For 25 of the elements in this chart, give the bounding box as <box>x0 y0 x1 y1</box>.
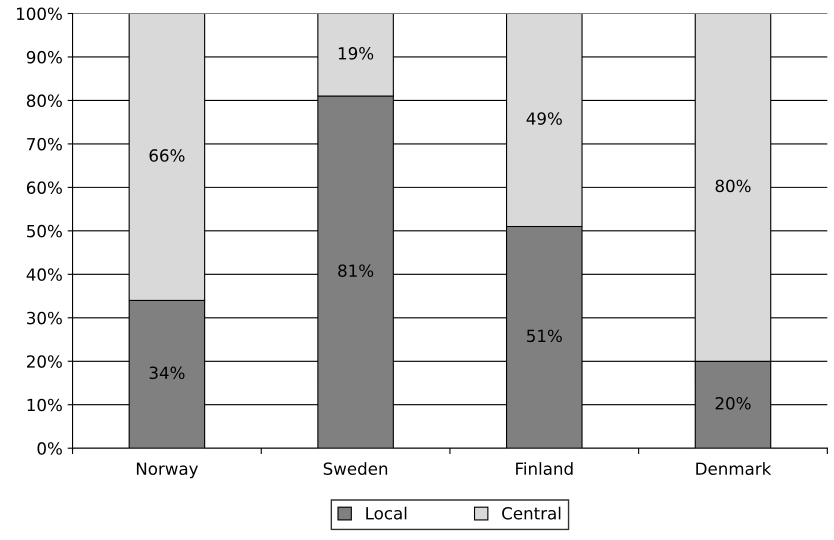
data-label: 20% <box>716 396 751 410</box>
y-tick-label: 20% <box>27 355 62 368</box>
y-tick-label: 100% <box>17 7 62 20</box>
x-tick-label: Denmark <box>696 462 772 475</box>
x-tick-label: Finland <box>516 462 573 475</box>
y-tick-label: 80% <box>26 94 62 108</box>
y-tick-label: 10% <box>28 398 62 412</box>
y-tick-label: 60% <box>26 181 62 194</box>
data-label: 66% <box>150 149 185 162</box>
y-tick-label: 40% <box>26 268 62 281</box>
data-label: 34% <box>150 366 185 380</box>
x-tick-label: Sweden <box>324 462 388 475</box>
data-label: 80% <box>716 180 751 192</box>
y-tick-label: 50% <box>27 224 62 238</box>
data-label: 51% <box>527 330 562 342</box>
data-label: 81% <box>338 264 374 277</box>
y-tick-label: 90% <box>26 50 62 64</box>
y-tick-label: 0% <box>37 442 62 455</box>
legend-label: Local <box>366 506 406 520</box>
y-tick-label: 30% <box>27 312 62 324</box>
y-tick-label: 70% <box>27 138 62 150</box>
x-tick-label: Norway <box>136 462 198 478</box>
data-label: 49% <box>526 112 562 125</box>
data-label: 19% <box>338 47 374 60</box>
legend-label: Central <box>502 506 560 520</box>
